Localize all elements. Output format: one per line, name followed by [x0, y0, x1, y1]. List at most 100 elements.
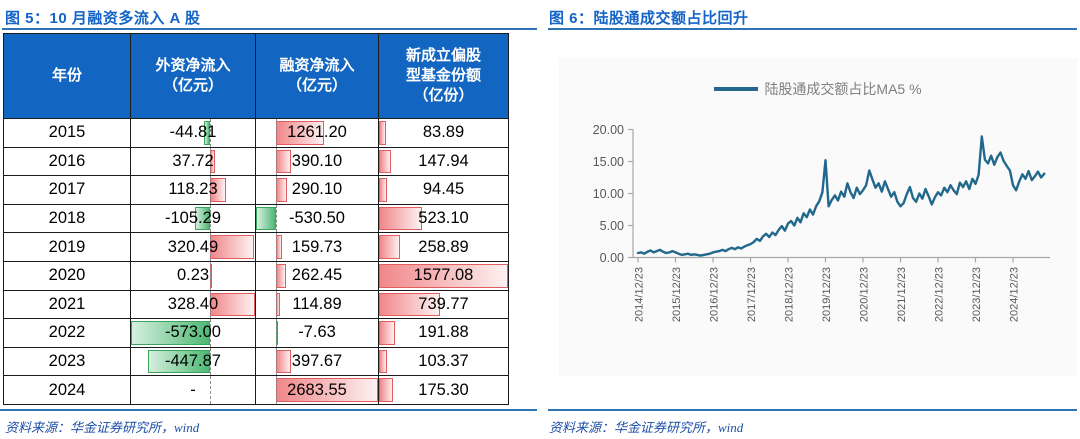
databar-zero-axis — [276, 176, 278, 204]
series-line — [636, 135, 1046, 257]
value-cell: 320.49 — [130, 232, 256, 262]
y-tick-label: 0.00 — [600, 251, 624, 265]
databar-zero-axis — [276, 319, 278, 347]
y-tick-label: 10.00 — [593, 187, 624, 201]
databar-zero-axis — [276, 148, 278, 175]
value-cell: -573.00 — [130, 318, 256, 348]
positive-databar — [379, 349, 388, 374]
value-cell: 114.89 — [255, 289, 379, 320]
table-row: 2023 -447.87 397.67 103.37 — [3, 346, 509, 377]
x-tick-label: 2021/12/23 — [896, 267, 908, 322]
figure-6-title: 图 6：陆股通成交额占比回升 — [549, 10, 749, 27]
table-body: 2015 -44.81 1261.20 83.89 2016 37.72 390.10 147… — [3, 118, 509, 405]
positive-databar — [379, 206, 422, 231]
column-header: 年份 — [3, 33, 131, 119]
value-cell: 118.23 — [130, 175, 256, 205]
x-tick-label: 2018/12/23 — [784, 267, 796, 322]
value-cell: 175.30 — [378, 375, 509, 405]
figure-5-title-rule — [2, 28, 537, 30]
databar-zero-axis — [276, 233, 278, 261]
value-cell: 390.10 — [255, 146, 379, 177]
table-header-row: 年份 外资净流入 （亿元） 融资净流入 （亿元） 新成立偏股 型基金份额 （亿份） — [3, 33, 509, 119]
databar-zero-axis — [209, 376, 211, 404]
value-cell: 1577.08 — [378, 260, 509, 291]
line-chart-svg: 20.00 15.00 10.00 5.00 0.00 2014/12/23 2015/12… — [593, 123, 1050, 322]
table-row: 2018 -105.29 -530.50 523.10 — [3, 203, 509, 234]
value-cell: 397.67 — [255, 346, 379, 377]
databar-zero-axis — [209, 119, 211, 147]
column-header: 外资净流入 （亿元） — [130, 33, 256, 119]
value-cell: 83.89 — [378, 118, 509, 148]
fund-flow-table: 年份 外资净流入 （亿元） 融资净流入 （亿元） 新成立偏股 型基金份额 （亿份） 2… — [3, 33, 509, 405]
databar-zero-axis — [276, 262, 278, 290]
y-tick-label: 20.00 — [593, 123, 624, 137]
year-cell: 2023 — [3, 346, 131, 377]
positive-databar — [276, 178, 288, 202]
figure-5-bottom-rule — [0, 409, 537, 411]
databar-zero-axis — [276, 119, 278, 147]
value-cell: -530.50 — [255, 203, 379, 234]
negative-databar — [195, 206, 210, 231]
table-row: 2017 118.23 290.10 94.45 — [3, 175, 509, 205]
negative-databar — [131, 321, 210, 345]
table-row: 2020 0.23 262.45 1577.08 — [3, 260, 509, 291]
x-tick-label: 2022/12/23 — [934, 267, 946, 322]
legend-label: 陆股通成交额占比MA5 % — [764, 81, 922, 97]
x-tick-label: 2015/12/23 — [671, 267, 683, 322]
value-cell: -44.81 — [130, 118, 256, 148]
negative-databar — [148, 349, 210, 374]
x-tick-label: 2020/12/23 — [859, 267, 871, 322]
chart-panel: 陆股通成交额占比MA5 % 20.00 15.00 10.00 5.00 0.00 201… — [559, 58, 1077, 376]
value-cell: 1261.20 — [255, 118, 379, 148]
value-cell: 103.37 — [378, 346, 509, 377]
value-cell: 290.10 — [255, 175, 379, 205]
year-cell: 2022 — [3, 318, 131, 348]
databar-zero-axis — [209, 319, 211, 347]
positive-databar — [379, 235, 401, 259]
x-axis-labels: 2014/12/23 2015/12/23 2016/12/23 2017/12/23… — [634, 257, 1021, 322]
legend-line-swatch — [714, 87, 759, 91]
value-cell: 262.45 — [255, 260, 379, 291]
value-cell: 2683.55 — [255, 375, 379, 405]
y-axis-labels: 20.00 15.00 10.00 5.00 0.00 — [593, 123, 633, 265]
value-cell: -7.63 — [255, 318, 379, 348]
databar-zero-axis — [276, 348, 278, 375]
value-cell: 159.73 — [255, 232, 379, 262]
year-cell: 2019 — [3, 232, 131, 262]
figure-5-title: 图 5：10 月融资多流入 A 股 — [5, 10, 201, 27]
year-cell: 2018 — [3, 203, 131, 234]
positive-databar — [276, 263, 287, 288]
databar-zero-axis — [276, 205, 278, 232]
table-row: 2022 -573.00 -7.63 191.88 — [3, 318, 509, 348]
year-cell: 2015 — [3, 118, 131, 148]
year-cell: 2024 — [3, 375, 131, 405]
databar-zero-axis — [209, 348, 211, 375]
databar-zero-axis — [209, 205, 211, 232]
databar-zero-axis — [209, 291, 211, 318]
positive-databar — [379, 149, 392, 174]
value-cell: 739.77 — [378, 289, 509, 320]
y-tick-label: 15.00 — [593, 155, 624, 169]
positive-databar — [379, 121, 386, 145]
x-tick-label: 2016/12/23 — [709, 267, 721, 322]
table-row: 2024-2683.55 175.30 — [3, 375, 509, 405]
x-tick-label: 2014/12/23 — [634, 267, 646, 322]
table-row: 2015 -44.81 1261.20 83.89 — [3, 118, 509, 148]
value-cell: 0.23 — [130, 260, 256, 291]
x-tick-label: 2019/12/23 — [821, 267, 833, 322]
column-header: 新成立偏股 型基金份额 （亿份） — [378, 33, 509, 119]
chart-legend: 陆股通成交额占比MA5 % — [559, 80, 1077, 98]
x-tick-label: 2024/12/23 — [1009, 267, 1021, 322]
positive-databar — [379, 292, 440, 317]
value-cell: 191.88 — [378, 318, 509, 348]
value-cell: 258.89 — [378, 232, 509, 262]
positive-databar — [379, 321, 395, 345]
databar-zero-axis — [276, 291, 278, 318]
x-tick-label: 2017/12/23 — [746, 267, 758, 322]
x-tick-label: 2023/12/23 — [971, 267, 983, 322]
negative-databar — [256, 206, 277, 231]
databar-zero-axis — [209, 176, 211, 204]
figure-6-bottom-rule — [548, 409, 1077, 411]
databar-zero-axis — [276, 376, 278, 404]
positive-databar — [379, 178, 387, 202]
